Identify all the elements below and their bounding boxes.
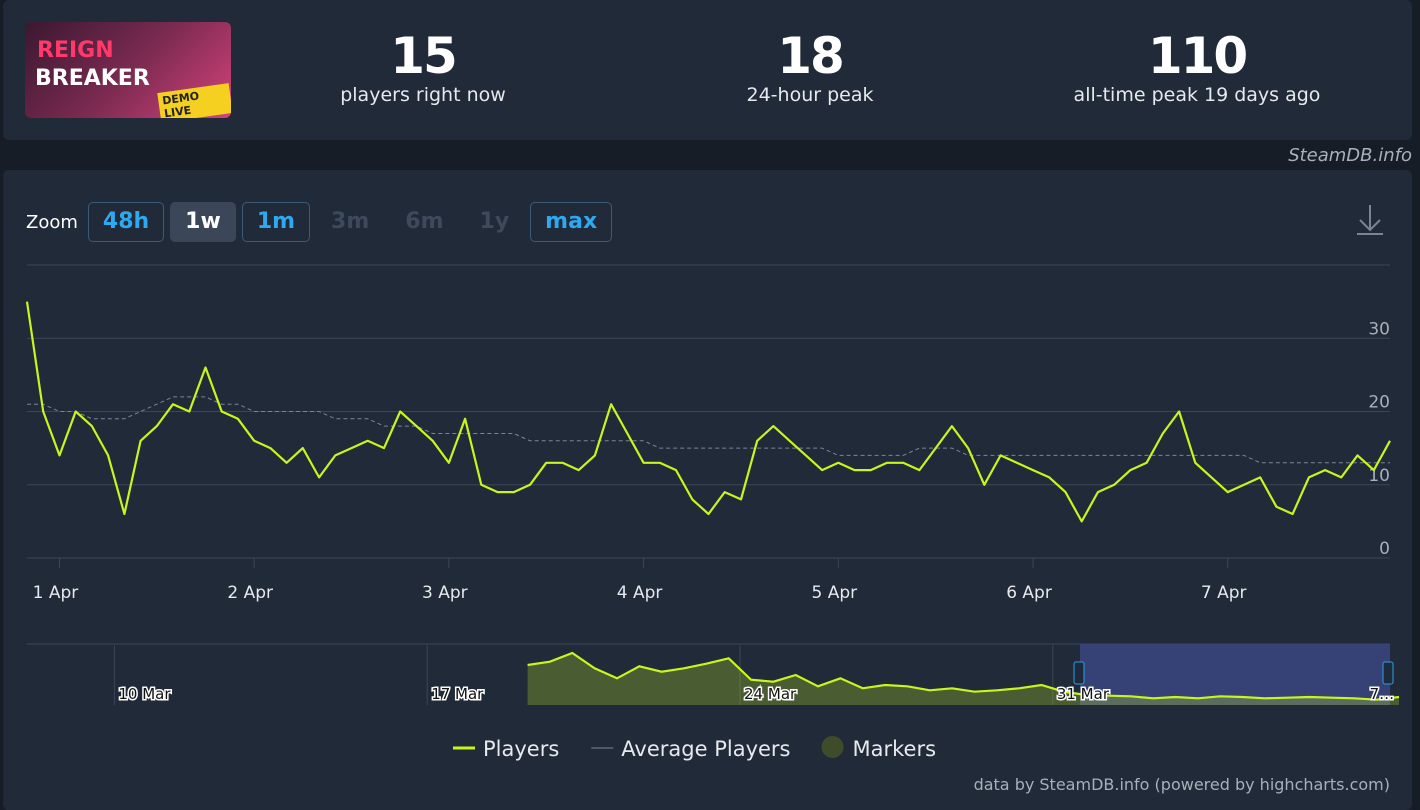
zoom-button[interactable]: 1w	[170, 202, 236, 242]
credits: data by SteamDB.info (powered by highcha…	[974, 775, 1390, 794]
stat: 15 players right now	[253, 28, 593, 106]
legend-label: Markers	[853, 737, 937, 761]
zoom-button: 6m	[405, 209, 444, 234]
logo-text: REIGN	[37, 38, 114, 63]
zoom-button: 1y	[479, 209, 510, 234]
navigator-label: 31 Mar	[1057, 685, 1110, 703]
navigator-label: 24 Mar	[744, 685, 797, 703]
x-tick-label: 2 Apr	[227, 583, 273, 603]
legend-symbol	[821, 736, 844, 758]
navigator-selection[interactable]	[1080, 644, 1390, 705]
zoom-button[interactable]: 1m	[241, 202, 311, 242]
stat-value: 110	[1147, 27, 1248, 85]
x-tick-label: 3 Apr	[422, 583, 468, 603]
x-tick-label: 4 Apr	[617, 583, 663, 603]
zoom-label: Zoom	[26, 211, 78, 233]
y-tick-label: 30	[1368, 319, 1390, 339]
zoom-button: 3m	[331, 209, 370, 234]
download-icon[interactable]	[1357, 205, 1383, 235]
zoom-button[interactable]: max	[530, 202, 613, 242]
zoom-bar: Zoom 48h 1w 1m 3m 6m 1y max	[26, 202, 613, 242]
legend-label: Players	[483, 737, 559, 761]
navigator-line	[527, 651, 1400, 701]
navigator-area	[527, 653, 1399, 705]
stat-label: 24-hour peak	[746, 84, 874, 106]
x-tick-label: 7 Apr	[1201, 583, 1247, 603]
navigator-handle[interactable]	[1382, 661, 1394, 685]
watermark: SteamDB.info	[1288, 145, 1412, 166]
header-card	[3, 0, 1412, 140]
series-line	[25, 301, 1391, 523]
navigator-label: 7…	[1370, 685, 1395, 703]
legend-label: Average Players	[621, 737, 790, 761]
series-line	[27, 396, 1390, 464]
stat: 18 24-hour peak	[640, 28, 980, 106]
navigator-handle[interactable]	[1073, 661, 1085, 685]
logo-text: BREAKER	[35, 66, 150, 91]
stat-label: players right now	[340, 84, 506, 106]
stat-label: all-time peak 19 days ago	[1073, 84, 1321, 106]
x-tick-label: 6 Apr	[1006, 583, 1052, 603]
navigator-label: 17 Mar	[431, 685, 484, 703]
y-tick-label: 0	[1379, 539, 1390, 559]
stat-value: 15	[390, 27, 458, 85]
x-tick-label: 1 Apr	[33, 583, 79, 603]
stat: 110 all-time peak 19 days ago	[1027, 28, 1367, 106]
stat-value: 18	[777, 27, 845, 85]
x-tick-label: 5 Apr	[811, 583, 857, 603]
y-tick-label: 20	[1368, 393, 1390, 413]
zoom-button[interactable]: 48h	[87, 202, 165, 242]
navigator-label: 10 Mar	[118, 685, 171, 703]
game-logo[interactable]: REIGN BREAKER DEMO LIVE	[25, 22, 231, 118]
